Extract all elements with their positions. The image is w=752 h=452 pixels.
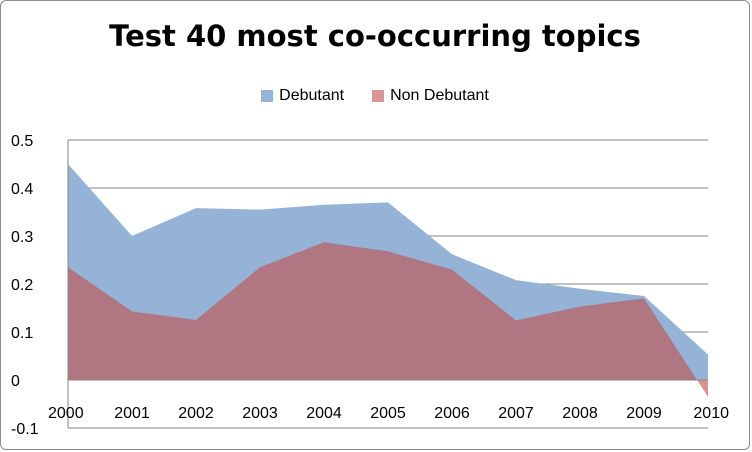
y-tick-label: 0.5 — [11, 133, 33, 150]
x-tick-label: 2007 — [498, 405, 534, 422]
x-tick-label: 2002 — [178, 405, 214, 422]
y-tick-label: 0.4 — [11, 181, 33, 198]
x-tick-label: 2005 — [370, 405, 406, 422]
x-tick-label: 2000 — [48, 405, 84, 422]
x-tick-label: 2001 — [114, 405, 150, 422]
legend-swatch-non-debutant — [372, 90, 385, 102]
area-series-non-debutant — [68, 242, 708, 397]
x-tick-label: 2009 — [626, 405, 662, 422]
y-tick-label: 0 — [11, 373, 20, 390]
x-tick-label: 2010 — [693, 405, 729, 422]
x-tick-label: 2003 — [242, 405, 278, 422]
chart-title: Test 40 most co-occurring topics — [109, 19, 641, 53]
y-tick-label: -0.1 — [11, 421, 39, 438]
legend-item-debutant: Debutant — [261, 87, 344, 105]
legend: Debutant Non Debutant — [1, 87, 749, 105]
x-tick-label: 2004 — [306, 405, 342, 422]
x-tick-label: 2008 — [562, 405, 598, 422]
legend-label-debutant: Debutant — [279, 87, 345, 104]
y-tick-label: 0.2 — [11, 277, 33, 294]
legend-label-non-debutant: Non Debutant — [390, 87, 489, 104]
y-tick-label: 0.1 — [11, 325, 33, 342]
legend-item-non-debutant: Non Debutant — [372, 87, 489, 105]
y-tick-label: 0.3 — [11, 229, 33, 246]
legend-swatch-debutant — [261, 90, 274, 102]
x-tick-label: 2006 — [434, 405, 470, 422]
